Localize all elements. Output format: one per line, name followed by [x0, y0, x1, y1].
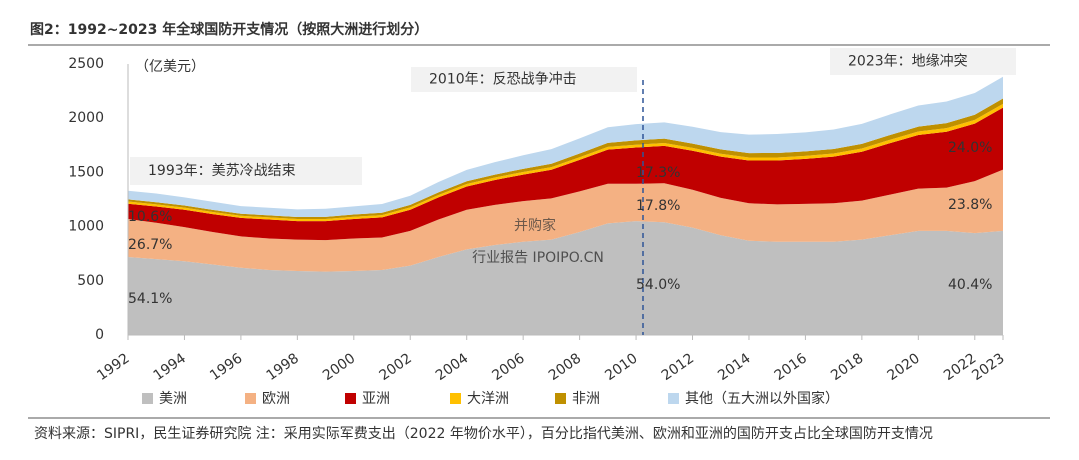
legend-swatch: [142, 393, 153, 404]
y-tick-label: 500: [77, 273, 104, 289]
area: [128, 107, 1003, 241]
area: [128, 98, 1003, 220]
legend-swatch: [345, 393, 356, 404]
y-tick-label: 2000: [68, 110, 104, 126]
watermark: 行业报告 IPOIPO.CN: [472, 250, 604, 266]
share-label: 54.0%: [636, 277, 680, 293]
x-tick-label: 2006: [489, 350, 527, 384]
x-tick-label: 2012: [659, 350, 697, 384]
x-tick-label: 2023: [969, 350, 1007, 384]
annotation-box: [411, 67, 637, 92]
area: [128, 221, 1003, 335]
x-tick-label: 2014: [715, 350, 753, 384]
area: [128, 76, 1003, 217]
x-tick-label: 1994: [151, 350, 189, 384]
watermark: 并购家: [514, 217, 556, 234]
y-tick-label: 0: [95, 327, 104, 343]
legend-label: 美洲: [159, 391, 187, 407]
x-tick-label: 2018: [828, 350, 866, 384]
legend-label: 亚洲: [362, 391, 390, 407]
share-label: 40.4%: [948, 277, 992, 293]
legend-swatch: [245, 393, 256, 404]
annotation-box: [830, 48, 1016, 75]
share-label: 17.8%: [636, 198, 680, 214]
area: [128, 103, 1003, 222]
note: 资料来源：SIPRI，民生证券研究院 注：采用实际军费支出（2022 年物价水平…: [34, 425, 933, 442]
legend-swatch: [668, 393, 679, 404]
annotation-box: [130, 157, 362, 185]
annotation: 2010年：反恐战争冲击: [429, 72, 577, 88]
x-tick-label: 1998: [264, 350, 302, 384]
legend-label: 非洲: [572, 391, 600, 407]
legend-label: 大洋洲: [467, 391, 509, 407]
legend-swatch: [555, 393, 566, 404]
x-tick-label: 2010: [602, 350, 640, 384]
chart-title: 图2：1992~2023 年全球国防开支情况（按照大洲进行划分）: [30, 21, 428, 38]
annotation: 1993年：美苏冷战结束: [148, 163, 296, 179]
x-tick-label: 2004: [433, 350, 471, 384]
share-label: 24.0%: [948, 140, 992, 156]
x-tick-label: 2016: [772, 350, 810, 384]
y-tick-label: 1500: [68, 164, 104, 180]
x-tick-label: 2008: [546, 350, 584, 384]
y-unit: （亿美元）: [135, 59, 205, 75]
area: [128, 169, 1003, 272]
x-tick-label: 2002: [376, 350, 414, 384]
share-label: 23.8%: [948, 197, 992, 213]
legend-label: 欧洲: [262, 391, 290, 407]
x-tick-label: 2000: [320, 350, 358, 384]
x-tick-label: 2020: [885, 350, 923, 384]
share-label: 17.3%: [636, 165, 680, 181]
x-tick-label: 1992: [94, 350, 132, 384]
share-label: 54.1%: [128, 291, 172, 307]
annotation: 2023年：地缘冲突: [848, 54, 968, 70]
share-label: 26.7%: [128, 237, 172, 253]
y-tick-label: 2500: [68, 56, 104, 72]
legend-label: 其他（五大洲以外国家）: [685, 390, 839, 407]
legend-swatch: [450, 393, 461, 404]
share-label: 10.6%: [128, 209, 172, 225]
y-tick-label: 1000: [68, 219, 104, 235]
x-tick-label: 1996: [207, 350, 245, 384]
